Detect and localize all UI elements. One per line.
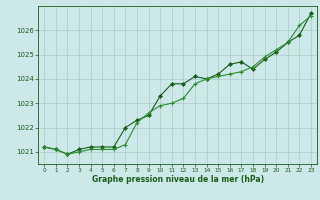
X-axis label: Graphe pression niveau de la mer (hPa): Graphe pression niveau de la mer (hPa) [92,175,264,184]
